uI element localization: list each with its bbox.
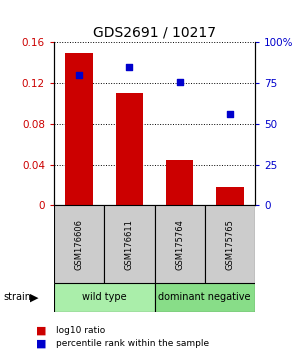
Text: strain: strain xyxy=(3,292,31,302)
Text: GSM176606: GSM176606 xyxy=(75,219,84,270)
Title: GDS2691 / 10217: GDS2691 / 10217 xyxy=(93,26,216,40)
Bar xyxy=(216,187,244,205)
Point xyxy=(177,79,182,84)
Text: GSM175764: GSM175764 xyxy=(175,219,184,270)
Bar xyxy=(54,283,154,312)
Point xyxy=(77,72,82,78)
Text: GSM175765: GSM175765 xyxy=(225,219,234,270)
Bar xyxy=(104,205,154,283)
Bar xyxy=(166,160,194,205)
Text: GSM176611: GSM176611 xyxy=(125,219,134,270)
Text: percentile rank within the sample: percentile rank within the sample xyxy=(56,339,208,348)
Text: ■: ■ xyxy=(36,338,46,348)
Bar xyxy=(116,93,143,205)
Point xyxy=(127,64,132,70)
Text: dominant negative: dominant negative xyxy=(158,292,251,302)
Text: ▶: ▶ xyxy=(30,292,38,302)
Text: ■: ■ xyxy=(36,326,46,336)
Bar xyxy=(154,283,255,312)
Bar xyxy=(205,205,255,283)
Text: wild type: wild type xyxy=(82,292,127,302)
Text: log10 ratio: log10 ratio xyxy=(56,326,105,336)
Bar xyxy=(154,205,205,283)
Bar xyxy=(54,205,104,283)
Point xyxy=(227,111,232,117)
Bar xyxy=(65,53,93,205)
